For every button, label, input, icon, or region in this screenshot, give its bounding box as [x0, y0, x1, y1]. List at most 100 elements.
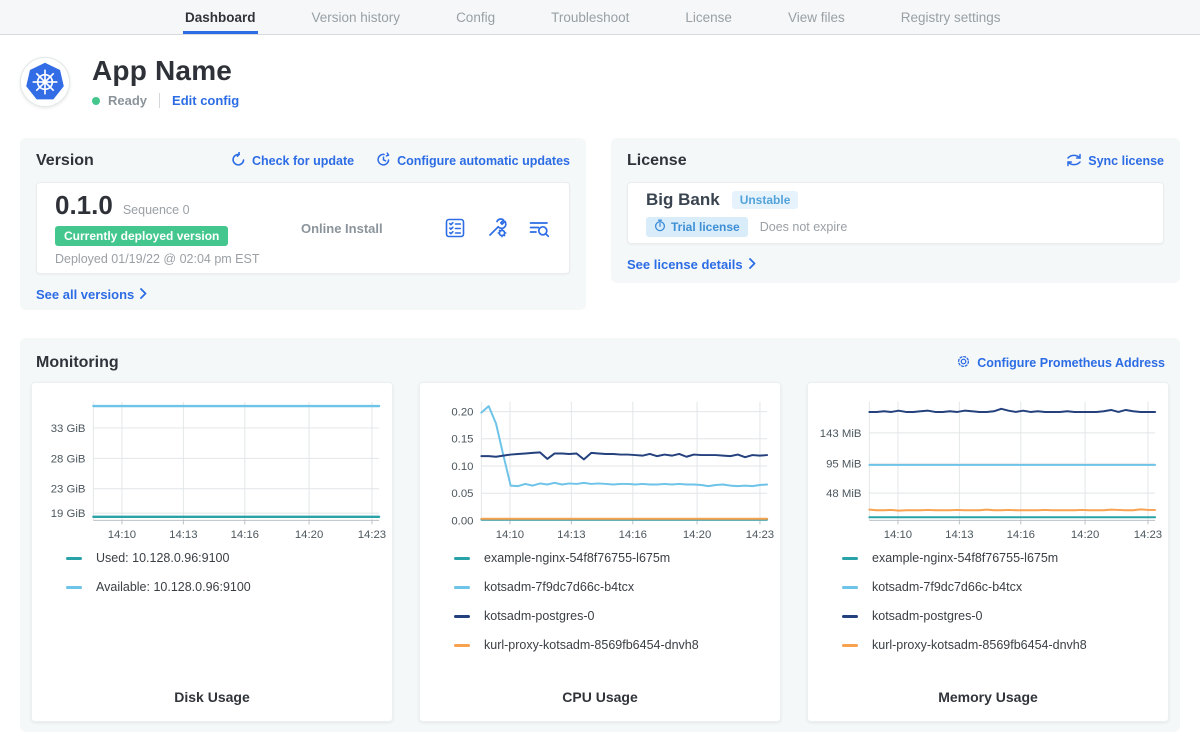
- cpu-usage-plot: 0.00 0.05 0.10 0.15 0.20 14:10 14:13 14:16 14:20…: [426, 393, 774, 545]
- refresh-icon: [231, 151, 246, 170]
- license-name: Big Bank: [646, 189, 720, 209]
- status-dot: [92, 96, 100, 105]
- legend-label: kotsadm-postgres-0: [484, 609, 595, 623]
- tab-view-files[interactable]: View files: [787, 9, 845, 25]
- svg-text:33 GiB: 33 GiB: [51, 423, 86, 435]
- tab-license[interactable]: License: [685, 9, 732, 25]
- tab-config[interactable]: Config: [456, 9, 496, 25]
- config-tools-icon[interactable]: [485, 216, 509, 240]
- svg-text:14:13: 14:13: [557, 529, 585, 541]
- legend-item: kotsadm-7f9dc7d66c-b4tcx: [842, 580, 1162, 594]
- stopwatch-icon: [654, 219, 666, 235]
- legend-color-dash: [454, 556, 470, 560]
- license-expiry: Does not expire: [759, 219, 848, 234]
- svg-text:0.15: 0.15: [451, 434, 473, 446]
- svg-text:0.00: 0.00: [451, 515, 473, 527]
- sequence-label: Sequence 0: [122, 203, 190, 217]
- deployed-timestamp: Deployed 01/19/22 @ 02:04 pm EST: [55, 252, 260, 266]
- license-box: Big Bank Unstable Trial l: [627, 182, 1164, 244]
- memory-usage-plot: 48 MiB 95 MiB 143 MiB 14:10 14:13 14:16 14:20 1…: [814, 393, 1162, 545]
- svg-text:0.20: 0.20: [451, 407, 473, 419]
- legend-item: Available: 10.128.0.96:9100: [66, 580, 386, 594]
- check-for-update-link[interactable]: Check for update: [231, 151, 354, 170]
- legend-label: kurl-proxy-kotsadm-8569fb6454-dnvh8: [484, 638, 699, 652]
- svg-text:14:16: 14:16: [1007, 529, 1035, 541]
- current-version-box: 0.1.0 Sequence 0 Currently deployed vers…: [36, 182, 570, 274]
- legend-label: kotsadm-7f9dc7d66c-b4tcx: [484, 580, 635, 594]
- cpu-usage-title: CPU Usage: [562, 689, 638, 705]
- see-all-versions-link[interactable]: See all versions: [36, 287, 147, 302]
- svg-text:95 MiB: 95 MiB: [826, 458, 861, 470]
- legend-color-dash: [454, 585, 470, 589]
- view-logs-icon[interactable]: [527, 216, 551, 240]
- configure-prometheus-link[interactable]: Configure Prometheus Address: [956, 354, 1165, 372]
- svg-text:143 MiB: 143 MiB: [820, 428, 862, 440]
- legend-item: example-nginx-54f8f76755-l675m: [454, 551, 774, 565]
- version-number: 0.1.0: [55, 190, 113, 220]
- monitoring-section: Monitoring Configure Prometheus Address …: [20, 338, 1180, 732]
- legend-item: kotsadm-postgres-0: [454, 609, 774, 623]
- legend-item: kurl-proxy-kotsadm-8569fb6454-dnvh8: [842, 638, 1162, 652]
- version-card-title: Version: [36, 152, 94, 169]
- legend-item: Used: 10.128.0.96:9100: [66, 551, 386, 565]
- license-card-title: License: [627, 152, 687, 169]
- tab-version-history[interactable]: Version history: [311, 9, 401, 25]
- app-header: App Name Ready Edit config: [20, 55, 1180, 108]
- svg-text:14:10: 14:10: [884, 529, 912, 541]
- legend-color-dash: [842, 556, 858, 560]
- legend-label: kurl-proxy-kotsadm-8569fb6454-dnvh8: [872, 638, 1087, 652]
- disk-usage-chart-card: 19 GiB 23 GiB 28 GiB 33 GiB 14:10 14:13 14:16 1…: [31, 382, 393, 722]
- legend-color-dash: [66, 556, 82, 560]
- currently-deployed-badge: Currently deployed version: [55, 226, 229, 246]
- svg-text:19 GiB: 19 GiB: [51, 508, 86, 520]
- legend-color-dash: [454, 614, 470, 618]
- legend-color-dash: [454, 643, 470, 647]
- app-status: Ready: [108, 93, 148, 108]
- see-license-details-link[interactable]: See license details: [627, 257, 756, 272]
- disk-usage-legend: Used: 10.128.0.96:9100 Available: 10.128.…: [38, 545, 386, 609]
- svg-text:14:16: 14:16: [231, 529, 259, 541]
- app-title: App Name: [92, 55, 233, 86]
- preflight-checklist-icon[interactable]: [443, 216, 467, 240]
- channel-badge: Unstable: [731, 190, 799, 209]
- top-nav: Dashboard Version history Config Trouble…: [0, 0, 1200, 35]
- tab-registry-settings[interactable]: Registry settings: [900, 9, 1001, 25]
- install-type-label: Online Install: [301, 220, 383, 236]
- svg-text:0.05: 0.05: [451, 488, 473, 500]
- sync-arrows-icon: [1066, 153, 1082, 170]
- svg-text:48 MiB: 48 MiB: [826, 488, 861, 500]
- kubernetes-logo: [20, 56, 70, 107]
- svg-text:23 GiB: 23 GiB: [51, 484, 86, 496]
- svg-text:14:20: 14:20: [1071, 529, 1099, 541]
- chevron-right-icon: [140, 287, 147, 302]
- version-card: Version Check for update: [20, 138, 586, 310]
- disk-usage-plot: 19 GiB 23 GiB 28 GiB 33 GiB 14:10 14:13 14:16 1…: [38, 393, 386, 545]
- svg-text:0.10: 0.10: [451, 461, 473, 473]
- legend-color-dash: [842, 643, 858, 647]
- legend-color-dash: [842, 614, 858, 618]
- svg-text:14:20: 14:20: [295, 529, 323, 541]
- memory-usage-legend: example-nginx-54f8f76755-l675m kotsadm-7f…: [814, 545, 1162, 667]
- scheduled-update-icon: [376, 152, 391, 170]
- legend-item: kurl-proxy-kotsadm-8569fb6454-dnvh8: [454, 638, 774, 652]
- svg-text:14:10: 14:10: [496, 529, 524, 541]
- svg-text:14:23: 14:23: [746, 529, 774, 541]
- cpu-usage-legend: example-nginx-54f8f76755-l675m kotsadm-7f…: [426, 545, 774, 667]
- cpu-usage-chart-card: 0.00 0.05 0.10 0.15 0.20 14:10 14:13 14:16 14:20…: [419, 382, 781, 722]
- sync-license-link[interactable]: Sync license: [1066, 153, 1164, 170]
- svg-text:14:16: 14:16: [619, 529, 647, 541]
- legend-label: Available: 10.128.0.96:9100: [96, 580, 251, 594]
- svg-text:14:13: 14:13: [169, 529, 197, 541]
- legend-label: kotsadm-7f9dc7d66c-b4tcx: [872, 580, 1023, 594]
- tab-dashboard[interactable]: Dashboard: [183, 0, 258, 34]
- edit-config-link[interactable]: Edit config: [172, 93, 240, 108]
- svg-text:14:10: 14:10: [108, 529, 136, 541]
- legend-label: Used: 10.128.0.96:9100: [96, 551, 230, 565]
- trial-license-badge: Trial license: [646, 216, 748, 237]
- legend-label: example-nginx-54f8f76755-l675m: [484, 551, 671, 565]
- svg-text:28 GiB: 28 GiB: [51, 453, 86, 465]
- tab-troubleshoot[interactable]: Troubleshoot: [551, 9, 630, 25]
- configure-automatic-updates-link[interactable]: Configure automatic updates: [376, 152, 570, 170]
- disk-usage-title: Disk Usage: [174, 689, 250, 705]
- legend-color-dash: [842, 585, 858, 589]
